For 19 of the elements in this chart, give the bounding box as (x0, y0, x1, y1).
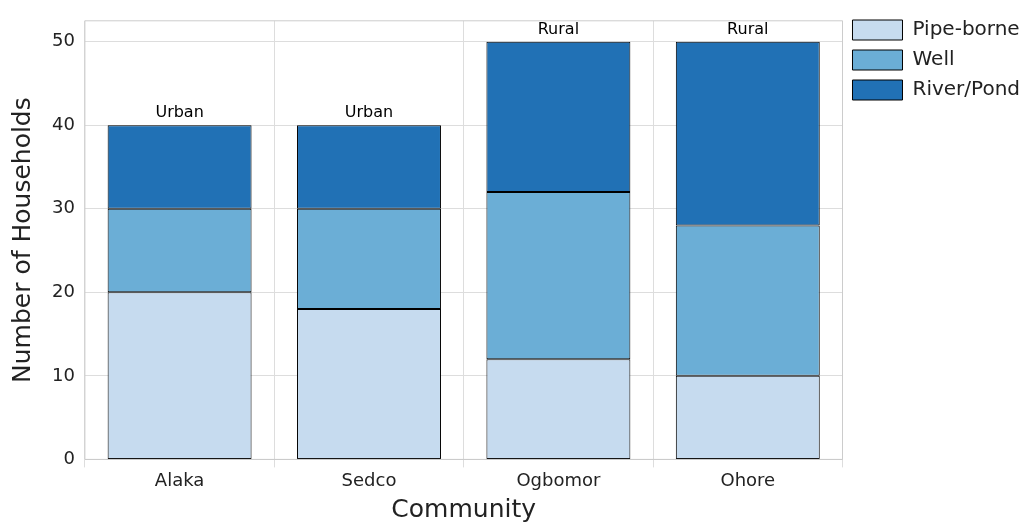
annotation: Urban (344, 102, 394, 122)
legend-label: River/Pond (912, 76, 1021, 101)
annotation: Urban (155, 102, 204, 122)
x-axis-title: Community (391, 493, 537, 523)
x-tick-label: Sedco (341, 468, 397, 490)
x-tick-label: Ohore (720, 468, 776, 490)
y-tick-label: 10 (52, 363, 75, 385)
y-tick-label: 20 (52, 279, 75, 301)
y-tick-label: 50 (52, 29, 75, 51)
y-tick-label: 30 (52, 196, 75, 218)
legend-label: Pipe-borne (912, 16, 1020, 41)
y-axis-title: Number of Households (6, 97, 36, 383)
y-tick-label: 0 (63, 447, 75, 469)
legend-label: Well (912, 46, 955, 71)
x-tick-label: Alaka (154, 468, 205, 490)
annotation: Rural (727, 18, 769, 38)
annotation: Rural (537, 18, 580, 38)
x-tick-label: Ogbomor (516, 468, 601, 490)
y-tick-label: 40 (52, 112, 75, 134)
